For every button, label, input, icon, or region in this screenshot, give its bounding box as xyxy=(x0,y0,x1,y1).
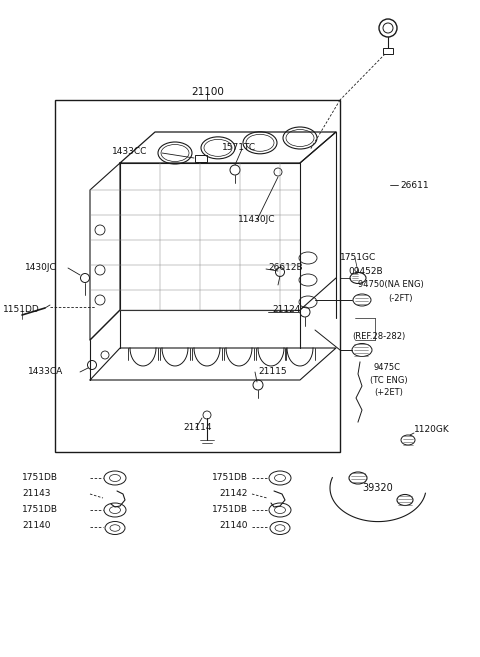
Text: 1751DB: 1751DB xyxy=(22,505,58,514)
Text: 1430JC: 1430JC xyxy=(25,263,57,273)
Text: 1433CC: 1433CC xyxy=(112,148,147,156)
Text: 26611: 26611 xyxy=(400,181,429,189)
Text: 1751DB: 1751DB xyxy=(212,505,248,514)
Text: 1433CA: 1433CA xyxy=(28,367,63,376)
Text: (-2FT): (-2FT) xyxy=(388,294,412,302)
Text: 39320: 39320 xyxy=(362,483,394,493)
Text: 21143: 21143 xyxy=(22,489,50,499)
Text: 21115: 21115 xyxy=(258,367,287,376)
Text: 21140: 21140 xyxy=(22,522,50,530)
Text: 1151DD: 1151DD xyxy=(3,306,40,315)
Text: 21140: 21140 xyxy=(219,522,248,530)
Text: 21142: 21142 xyxy=(220,489,248,499)
Text: 1751DB: 1751DB xyxy=(22,474,58,482)
Text: 1751GC: 1751GC xyxy=(340,254,376,263)
Text: 1751DB: 1751DB xyxy=(212,474,248,482)
Bar xyxy=(195,155,207,162)
Text: 21124: 21124 xyxy=(272,306,300,315)
Text: 21100: 21100 xyxy=(192,87,225,97)
Text: 9475C: 9475C xyxy=(374,363,401,373)
Text: 09452B: 09452B xyxy=(348,267,383,277)
Text: (REF.28-282): (REF.28-282) xyxy=(352,332,405,340)
Text: 1571TC: 1571TC xyxy=(222,143,256,152)
Text: 1120GK: 1120GK xyxy=(414,426,450,434)
Text: (TC ENG): (TC ENG) xyxy=(370,376,408,384)
Text: 94750(NA ENG): 94750(NA ENG) xyxy=(358,281,424,290)
Bar xyxy=(383,48,393,54)
Text: (+2ET): (+2ET) xyxy=(374,388,403,397)
Text: 21114: 21114 xyxy=(183,424,212,432)
Text: 26612B: 26612B xyxy=(268,263,302,273)
Text: 11430JC: 11430JC xyxy=(238,215,276,225)
Bar xyxy=(55,100,340,452)
